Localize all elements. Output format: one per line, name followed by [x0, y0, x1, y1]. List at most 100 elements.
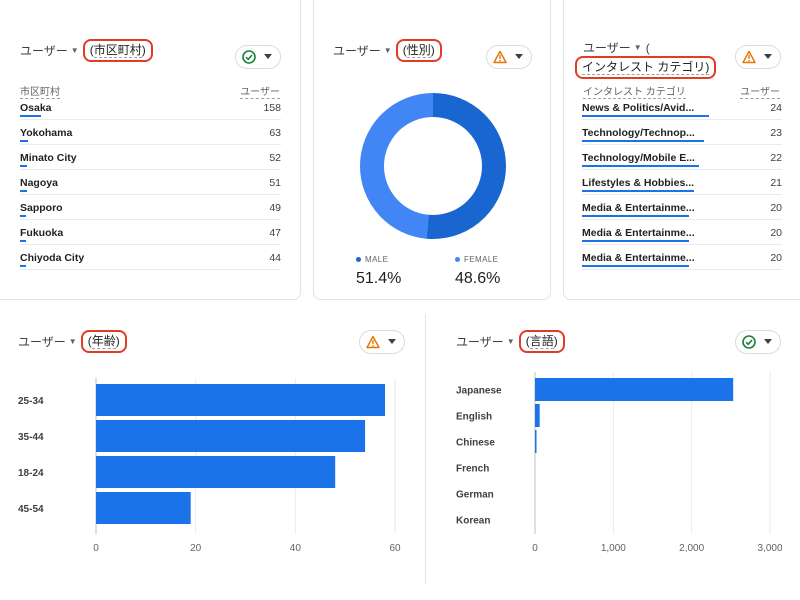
bar-25-34[interactable] [96, 384, 386, 416]
bar-35-44[interactable] [96, 420, 366, 452]
row-label: Technology/Mobile E... [582, 152, 695, 164]
dropdown-arrow-icon [388, 339, 396, 344]
table-row[interactable]: News & Politics/Avid... 24 [582, 95, 782, 120]
metric-selector[interactable]: ユーザー [583, 41, 631, 55]
metric-selector[interactable]: ユーザー [20, 44, 68, 58]
paren-open: ( [645, 40, 650, 55]
language-card: ユーザー ▼ (言語) 0 1,000 2,000 3,000 Japanese Engl… [437, 314, 800, 600]
row-share-bar [582, 165, 699, 167]
x-tick-label: 20 [190, 543, 202, 554]
status-button[interactable] [486, 45, 532, 69]
card-header: ユーザー ▼ (言語) [456, 330, 565, 353]
bar-chinese[interactable] [535, 430, 537, 453]
donut-slice-female[interactable] [360, 93, 506, 239]
table-row[interactable]: Media & Entertainme... 20 [582, 245, 782, 270]
legend-male: MALE 51.4% [356, 255, 402, 287]
table-row[interactable]: Technology/Mobile E... 22 [582, 145, 782, 170]
table-row[interactable]: Osaka 158 [20, 95, 281, 120]
dimension-selector[interactable]: (性別) [395, 39, 442, 62]
row-value: 23 [770, 127, 782, 139]
column-header-dimension[interactable]: 市区町村 [20, 87, 60, 99]
row-value: 20 [770, 202, 782, 214]
table-row[interactable]: Chiyoda City 44 [20, 245, 281, 270]
warning-icon [493, 50, 507, 64]
row-share-bar [582, 215, 689, 217]
x-tick-label: 0 [93, 543, 99, 554]
column-header-dimension[interactable]: インタレスト カテゴリ [583, 87, 686, 99]
legend-dot [455, 257, 460, 262]
caret-down-icon[interactable]: ▼ [506, 337, 515, 346]
table-row[interactable]: Fukuoka 47 [20, 220, 281, 245]
caret-down-icon[interactable]: ▼ [70, 46, 79, 55]
language-bar-chart: 0 1,000 2,000 3,000 Japanese English Chinese Fr… [456, 372, 783, 554]
table-row[interactable]: Nagoya 51 [20, 170, 281, 195]
column-header-metric[interactable]: ユーザー [240, 87, 280, 99]
row-label: Nagoya [20, 177, 58, 189]
column-header-metric[interactable]: ユーザー [740, 87, 780, 99]
bar-japanese[interactable] [535, 378, 734, 401]
dimension-selector[interactable]: インタレスト カテゴリ) [575, 56, 717, 79]
x-tick-label: 60 [389, 543, 401, 554]
table-row[interactable]: Technology/Technop... 23 [582, 120, 782, 145]
category-label: 35-44 [18, 432, 44, 443]
age-card: ユーザー ▼ (年齢) 0 20 40 60 25-34 35-44 18-24 45-54 [0, 314, 425, 600]
row-share-bar [582, 265, 689, 267]
dropdown-arrow-icon [764, 54, 772, 59]
status-button[interactable] [735, 330, 781, 354]
bar-18-24[interactable] [96, 456, 336, 488]
dimension-selector[interactable]: (市区町村) [82, 39, 153, 62]
x-tick-label: 1,000 [601, 543, 626, 554]
status-button[interactable] [735, 45, 781, 69]
table-row[interactable]: Media & Entertainme... 20 [582, 195, 782, 220]
metric-selector[interactable]: ユーザー [18, 335, 66, 349]
gender-card: ユーザー ▼ (性別) MALE 51.4% FEMALE 48.6% [313, 0, 551, 300]
caret-down-icon[interactable]: ▼ [383, 46, 392, 55]
row-value: 21 [770, 177, 782, 189]
row-value: 158 [263, 102, 281, 114]
row-share-bar [20, 215, 27, 217]
row-value: 51 [269, 177, 281, 189]
panel-divider [425, 314, 437, 584]
caret-down-icon[interactable]: ▼ [633, 43, 642, 52]
metric-selector[interactable]: ユーザー [456, 335, 504, 349]
x-tick-label: 3,000 [757, 543, 782, 554]
bar-english[interactable] [535, 404, 540, 427]
row-label: Media & Entertainme... [582, 202, 695, 214]
table-row[interactable]: Minato City 52 [20, 145, 281, 170]
row-value: 47 [269, 227, 281, 239]
table-row[interactable]: Lifestyles & Hobbies... 21 [582, 170, 782, 195]
x-tick-label: 40 [290, 543, 302, 554]
city-card: ユーザー ▼ (市区町村) 市区町村 ユーザー Osaka 158 Yokohama… [0, 0, 301, 300]
x-tick-label: 0 [532, 543, 538, 554]
category-label: Chinese [456, 438, 495, 449]
bar-45-54[interactable] [96, 492, 191, 524]
row-label: Media & Entertainme... [582, 252, 695, 264]
dimension-selector[interactable]: (言語) [518, 330, 565, 353]
card-header: ユーザー ▼ (市区町村) [20, 39, 153, 62]
check-circle-icon [742, 335, 756, 349]
row-share-bar [20, 240, 27, 242]
table-row[interactable]: Yokohama 63 [20, 120, 281, 145]
category-label: Korean [456, 516, 490, 527]
status-button[interactable] [359, 330, 405, 354]
status-button[interactable] [235, 45, 281, 69]
legend-female: FEMALE 48.6% [455, 255, 501, 287]
row-share-bar [20, 165, 27, 167]
legend-dot [356, 257, 361, 262]
row-value: 20 [770, 252, 782, 264]
caret-down-icon[interactable]: ▼ [68, 337, 77, 346]
row-value: 24 [770, 102, 782, 114]
age-bar-chart: 0 20 40 60 25-34 35-44 18-24 45-54 [18, 378, 401, 554]
row-label: Lifestyles & Hobbies... [582, 177, 695, 189]
row-share-bar [582, 140, 704, 142]
dimension-selector[interactable]: (年齢) [80, 330, 127, 353]
metric-selector[interactable]: ユーザー [333, 44, 381, 58]
row-label: Sapporo [20, 202, 63, 214]
male-percentage: 51.4% [356, 270, 402, 287]
table-row[interactable]: Sapporo 49 [20, 195, 281, 220]
row-share-bar [20, 265, 26, 267]
row-label: News & Politics/Avid... [582, 102, 695, 114]
table-row[interactable]: Media & Entertainme... 20 [582, 220, 782, 245]
row-label: Osaka [20, 102, 52, 114]
row-share-bar [582, 240, 689, 242]
